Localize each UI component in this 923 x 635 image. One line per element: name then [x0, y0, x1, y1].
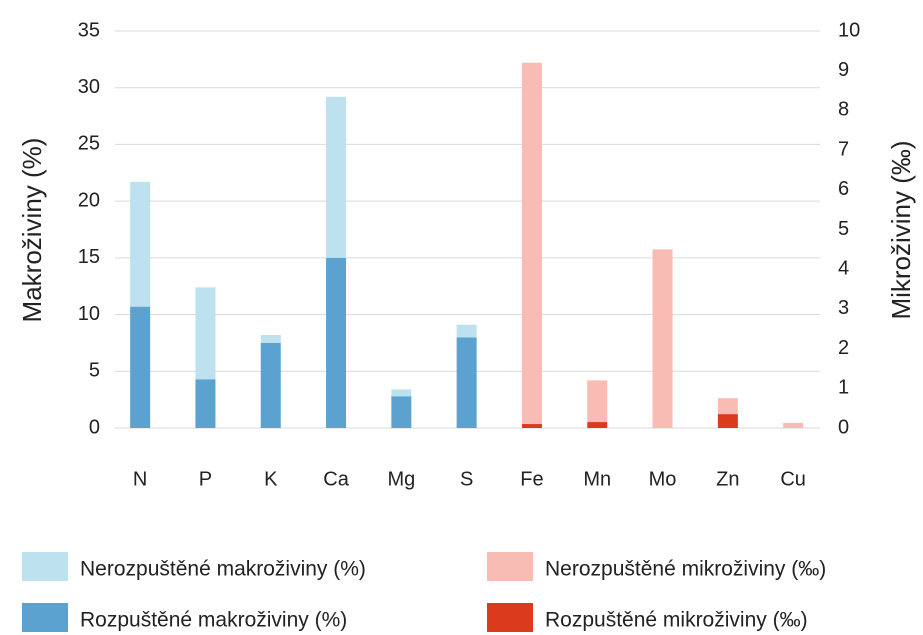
y-tick-label: 35	[78, 19, 100, 41]
bar-segment	[456, 324, 477, 338]
y2-tick-label: 7	[838, 138, 849, 160]
legend-swatch	[487, 552, 533, 581]
y-tick-label: 25	[78, 133, 100, 155]
bar-segment	[130, 306, 151, 428]
bar-segment	[717, 398, 738, 415]
y2-tick-label: 10	[838, 19, 860, 41]
y-tick-label: 0	[89, 416, 100, 438]
x-tick-label: Cu	[780, 468, 806, 490]
bar-segment	[391, 389, 412, 397]
x-tick-label: K	[264, 468, 278, 490]
bar-segment	[521, 62, 542, 425]
x-tick-label: Zn	[716, 468, 739, 490]
bar-segment	[326, 257, 347, 428]
bar-segment	[587, 380, 608, 423]
y2-tick-label: 1	[838, 377, 849, 399]
bar-segment	[260, 334, 281, 343]
x-tick-label: P	[199, 468, 212, 490]
bar-segment	[195, 379, 216, 428]
x-tick-label: Mn	[583, 468, 611, 490]
bar-segment	[260, 342, 281, 428]
legend-label: Nerozpuštěné mikroživiny (‰)	[545, 558, 826, 581]
x-tick-label: Mg	[387, 468, 415, 490]
y-tick-label: 20	[78, 189, 100, 211]
x-tick-label: N	[133, 468, 147, 490]
y-tick-label: 5	[89, 360, 100, 382]
legend-label: Rozpuštěné makroživiny (%)	[80, 609, 347, 632]
legend-label: Rozpuštěné mikroživiny (‰)	[545, 609, 808, 632]
bar-segment	[456, 337, 477, 428]
bar-segment	[326, 96, 347, 258]
x-tick-label: Fe	[520, 468, 543, 490]
bar-segment	[587, 422, 608, 428]
y-axis-label: Makroživiny (%)	[17, 138, 47, 323]
bar-segment	[783, 422, 804, 428]
bar-segment	[391, 396, 412, 428]
bar-segment	[195, 287, 216, 380]
y-tick-label: 30	[78, 76, 100, 98]
legend-swatch	[22, 552, 68, 581]
y2-tick-label: 0	[838, 416, 849, 438]
y-tick-label: 15	[78, 246, 100, 268]
y2-tick-label: 3	[838, 297, 849, 319]
y2-tick-label: 5	[838, 218, 849, 240]
bar-segment	[717, 414, 738, 428]
bar-segment	[130, 181, 151, 307]
bar-segment	[652, 249, 673, 428]
x-tick-label: S	[460, 468, 473, 490]
y2-tick-label: 9	[838, 59, 849, 81]
y2-tick-label: 8	[838, 99, 849, 121]
y2-tick-label: 6	[838, 178, 849, 200]
y2-tick-label: 2	[838, 337, 849, 359]
x-tick-label: Mo	[649, 468, 677, 490]
bar-segment	[521, 424, 542, 428]
legend-label: Nerozpuštěné makroživiny (%)	[80, 558, 366, 581]
y2-axis-label: Mikroživiny (‰)	[886, 140, 916, 319]
y2-tick-label: 4	[838, 257, 849, 279]
x-tick-label: Ca	[323, 468, 349, 490]
legend-swatch	[22, 603, 68, 632]
legend-swatch	[487, 603, 533, 632]
y-tick-label: 10	[78, 303, 100, 325]
